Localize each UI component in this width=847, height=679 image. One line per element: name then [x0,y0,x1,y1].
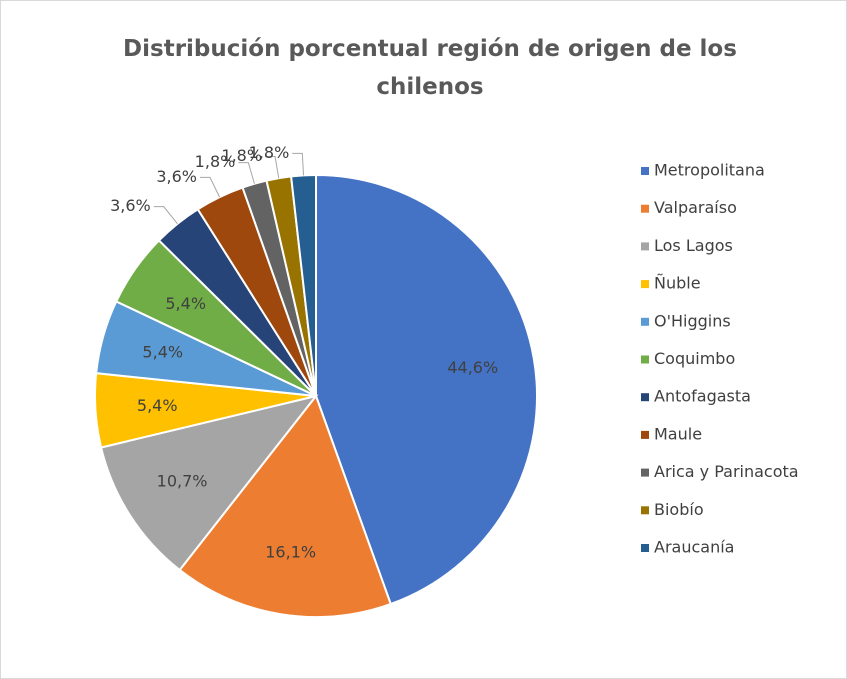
legend-label: Los Lagos [654,236,733,255]
legend-swatch [641,167,649,175]
legend-swatch [641,430,649,439]
pie-slice [315,173,538,606]
legend-label: O'Higgins [654,311,731,330]
legend-swatch [641,317,649,326]
data-label: 5,4% [165,294,206,313]
legend-label: Antofagasta [654,387,751,406]
legend-label: Arica y Parinacota [654,462,799,481]
data-label: 16,1% [265,543,316,562]
data-label: 3,6% [110,196,151,215]
pie-slice [99,394,319,572]
pie-slice [178,393,392,618]
legend-label: Biobío [654,500,704,519]
chart-title: Distribución porcentual región de origen… [123,36,737,100]
data-label: 1,8% [195,152,236,171]
leader-line [265,155,280,179]
data-label: 1,8% [249,143,290,162]
leader-line [153,206,178,225]
data-label: 10,7% [157,471,208,490]
leader-line [238,162,255,184]
legend-label: Valparaíso [654,198,737,217]
legend-label: Coquimbo [654,349,735,368]
legend-swatch [641,204,649,213]
legend-swatch [641,242,649,251]
legend-label: Araucanía [654,538,734,557]
legend-label: Maule [654,424,702,443]
legend-swatch [641,506,649,515]
data-label: 44,6% [447,358,498,377]
legend-swatch [641,393,649,402]
leader-line [292,152,305,176]
legend-label: Ñuble [654,274,701,293]
legend-swatch [641,468,649,477]
legend-label: Metropolitana [654,161,765,180]
leader-line [199,176,221,198]
data-label: 5,4% [142,343,183,362]
data-label: 3,6% [156,167,197,186]
data-label: 1,8% [221,146,262,165]
legend-swatch [641,280,649,289]
legend-swatch [641,544,649,552]
legend-swatch [641,355,649,364]
data-label: 5,4% [137,396,178,415]
